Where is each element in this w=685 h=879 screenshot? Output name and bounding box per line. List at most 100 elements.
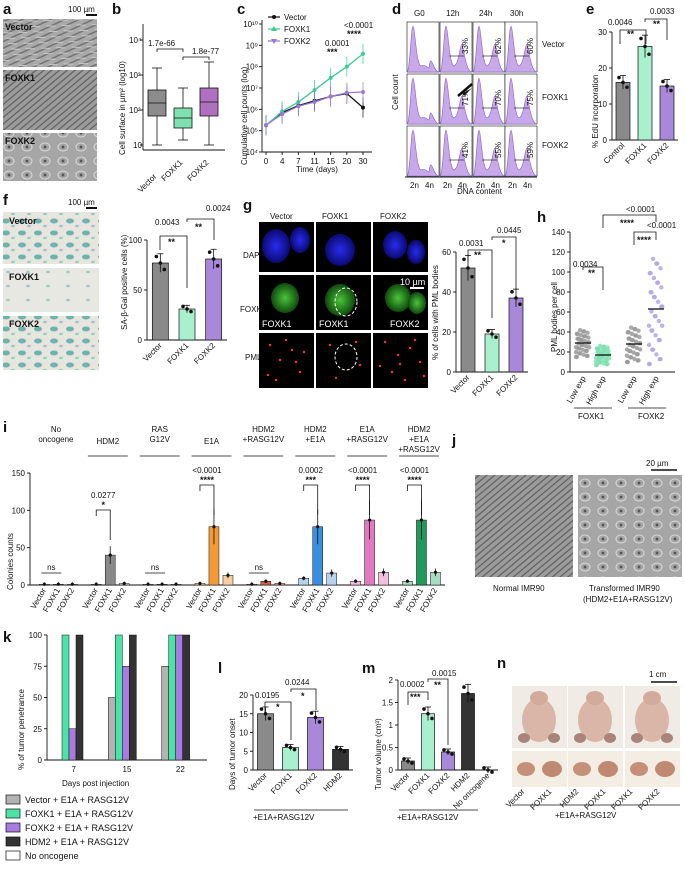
tick-label: 4 <box>280 157 285 166</box>
data-point <box>606 348 611 354</box>
data-point <box>626 330 631 335</box>
column-label: FOXK2 <box>380 212 407 221</box>
histogram <box>472 25 506 73</box>
category-label: FOXK2 <box>494 373 519 398</box>
data-point <box>317 720 322 724</box>
tick-label: 30 <box>598 28 607 37</box>
tick-label: 2n <box>508 181 517 190</box>
data-point <box>162 267 167 272</box>
data-point <box>486 768 490 772</box>
pml-dot <box>408 346 412 350</box>
category-label: High exp <box>637 374 661 406</box>
data-point <box>646 342 652 348</box>
tick-label: 100 <box>129 236 143 245</box>
mouse-body <box>522 698 556 742</box>
image-label: FOXK1 <box>319 319 349 329</box>
data-point <box>518 302 522 307</box>
row-label: FOXK1 <box>5 73 35 83</box>
bar <box>175 634 183 761</box>
pml-dot <box>354 340 358 344</box>
data-point <box>154 254 159 259</box>
tick-label: 22 <box>176 765 185 774</box>
tick-label: 10¹⁰ <box>243 20 258 29</box>
tick-label: 0 <box>447 368 452 377</box>
tick-label: 10⁹ <box>246 41 258 50</box>
tick-label: 0 <box>561 368 566 377</box>
bar-chart: 0 5 10 15 20 Vector FOXK1 FOXK2 HDM2 * * <box>239 688 353 811</box>
data-point <box>573 349 579 355</box>
category-label: FOXK2 <box>645 141 670 166</box>
pml-dot <box>294 360 298 364</box>
panel-h: h PML bodies per cell 0 20 40 60 80 100 120 140… <box>537 205 677 421</box>
p-value: 0.0195 <box>255 691 280 700</box>
significance: *** <box>327 47 338 57</box>
histogram <box>472 77 506 125</box>
y-axis-label: % EdU incorporation <box>591 75 600 148</box>
row-label: FOXK1 <box>9 272 39 282</box>
pml-dot <box>334 376 338 380</box>
data-point <box>280 112 285 117</box>
data-point <box>330 571 334 575</box>
data-point <box>582 334 588 339</box>
significance: ** <box>474 250 482 260</box>
pml-dot <box>390 370 394 374</box>
data-point <box>649 309 654 314</box>
panel-g: g Vector FOXK1 FOXK2 DAPI FOXK1/2 PML FO… <box>240 197 528 398</box>
significance-bracket <box>491 236 517 290</box>
significance-bracket <box>186 218 215 240</box>
legend-swatch <box>5 836 21 847</box>
data-point <box>267 716 272 721</box>
scale-label: 20 µm <box>646 459 669 468</box>
data-point <box>628 355 634 360</box>
legend-item: FOXK1 <box>284 25 311 34</box>
significance: ** <box>588 268 596 278</box>
data-point <box>470 274 474 279</box>
data-point <box>226 573 230 577</box>
row-label: FOXK1/2 <box>240 305 273 314</box>
tick-label: 50 <box>16 544 25 553</box>
excised-tumor <box>655 761 675 777</box>
legend-swatch <box>5 850 21 861</box>
row-label: Vector <box>9 216 37 226</box>
data-point <box>160 582 164 586</box>
tick-label: 40 <box>442 288 451 297</box>
pml-dot <box>378 364 382 368</box>
tick-label: 10 <box>598 100 607 109</box>
tick-label: 80 <box>556 288 565 297</box>
data-point <box>316 525 320 529</box>
p-value: 0.0024 <box>206 204 231 213</box>
micrograph-foxk2 <box>3 316 99 370</box>
mouse-body <box>578 698 612 742</box>
histogram <box>439 129 473 177</box>
data-point <box>631 350 636 355</box>
column-label: Vector <box>270 212 293 221</box>
data-point <box>419 518 424 522</box>
micrograph-transformed <box>578 475 682 577</box>
y-axis-label: Tumor volume (cm³) <box>374 718 383 790</box>
panel-label: i <box>3 419 7 436</box>
tick-label: 1 <box>389 721 394 730</box>
panel-label: k <box>3 629 12 646</box>
significance: **** <box>347 29 362 39</box>
tick-label: 0.5 <box>382 744 394 753</box>
data-point <box>658 357 663 362</box>
data-point <box>585 353 590 358</box>
data-point <box>577 328 583 333</box>
bar <box>257 713 274 771</box>
data-point <box>296 104 301 109</box>
panel-label: j <box>451 432 456 449</box>
pml-dot <box>358 363 362 367</box>
data-point <box>361 51 365 56</box>
data-point <box>649 290 654 295</box>
sample-label: FOXK1 <box>609 787 634 812</box>
bar <box>332 749 349 771</box>
pml-dot <box>284 338 288 342</box>
box-foxk2 <box>199 61 219 146</box>
data-point <box>338 747 343 752</box>
panel-label: d <box>392 1 401 18</box>
tick-label: 10⁴ <box>129 36 142 45</box>
data-point <box>632 356 637 362</box>
panel-e: e % EdU incorporation 0102030ControlFOXK… <box>586 1 678 166</box>
data-point <box>604 358 609 363</box>
